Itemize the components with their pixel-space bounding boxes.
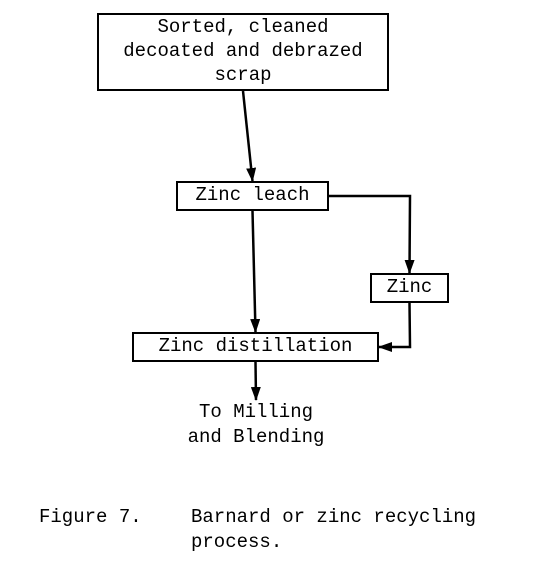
node-scrap: Sorted, cleaned decoated and debrazed sc… (97, 13, 389, 91)
figure-caption-text: Barnard or zinc recycling process. (191, 505, 476, 554)
node-to-milling: To Milling and Blending (176, 400, 336, 450)
figure-caption-prefix: Figure 7. (39, 505, 142, 530)
node-zinc-leach: Zinc leach (176, 181, 329, 211)
edge-zinc_leach-to-zinc_distillation (253, 211, 256, 332)
diagram-canvas: Sorted, cleaned decoated and debrazed sc… (0, 0, 554, 567)
edge-scrap-to-zinc_leach (243, 91, 253, 181)
node-zinc-distillation: Zinc distillation (132, 332, 379, 362)
edge-zinc_leach-to-zinc (329, 196, 410, 273)
node-zinc: Zinc (370, 273, 449, 303)
edge-zinc_distillation-to-to_milling (256, 362, 257, 400)
edge-zinc-to-zinc_distillation (379, 303, 410, 347)
